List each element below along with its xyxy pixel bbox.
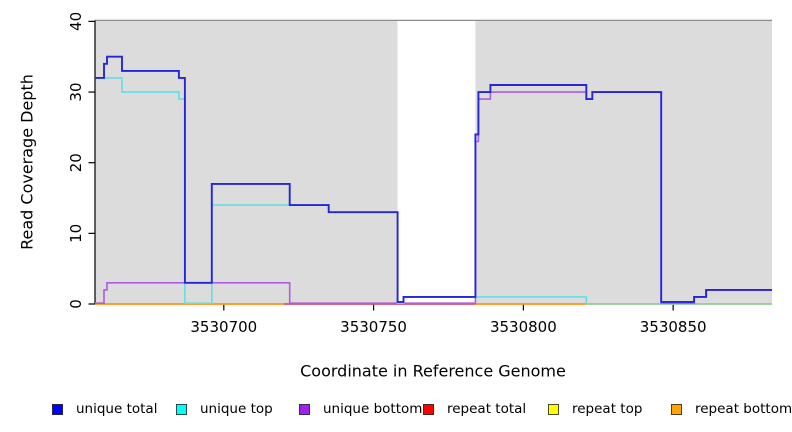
y-axis-tick-label: 0 <box>67 299 85 309</box>
y-axis-tick-label: 20 <box>67 153 85 172</box>
legend-label-unique-top: unique top <box>200 401 273 417</box>
x-axis-tick-label: 3530750 <box>340 318 407 336</box>
legend-item-unique-bottom: unique bottom <box>299 401 422 417</box>
legend-swatch-repeat-top <box>548 403 559 415</box>
legend-item-unique-total: unique total <box>52 401 157 417</box>
alignment-region-shading <box>475 20 772 305</box>
x-axis-tick-label: 3530850 <box>640 318 707 336</box>
legend-label-repeat-bottom: repeat bottom <box>695 401 792 417</box>
x-axis-tick-label: 3530700 <box>190 318 257 336</box>
legend-label-repeat-top: repeat top <box>572 401 643 417</box>
legend-swatch-repeat-total <box>423 403 434 415</box>
coverage-plot: 0 10 20 30 40 3530700 3530750 3530800 3530850 <box>67 12 772 336</box>
y-axis-tick-label: 10 <box>67 224 85 243</box>
y-axis-tick-label: 30 <box>67 83 85 102</box>
legend-item-repeat-total: repeat total <box>423 401 526 417</box>
legend-swatch-unique-top <box>176 403 187 415</box>
legend-item-repeat-bottom: repeat bottom <box>671 401 792 417</box>
legend-swatch-unique-bottom <box>299 403 310 415</box>
alignment-region-shading <box>95 20 398 305</box>
legend-label-unique-bottom: unique bottom <box>323 401 423 417</box>
x-axis-tick-label: 3530800 <box>490 318 557 336</box>
legend-label-repeat-total: repeat total <box>447 401 527 417</box>
legend-swatch-unique-total <box>52 403 63 415</box>
legend-label-unique-total: unique total <box>76 401 158 417</box>
y-axis-tick-label: 40 <box>67 12 85 31</box>
y-axis-label: Read Coverage Depth <box>17 74 37 250</box>
legend-item-repeat-top: repeat top <box>548 401 642 417</box>
series-line-unique_total <box>95 55 772 303</box>
legend-swatch-repeat-bottom <box>671 403 682 415</box>
legend-item-unique-top: unique top <box>176 401 273 417</box>
x-axis-label: Coordinate in Reference Genome <box>300 361 566 381</box>
